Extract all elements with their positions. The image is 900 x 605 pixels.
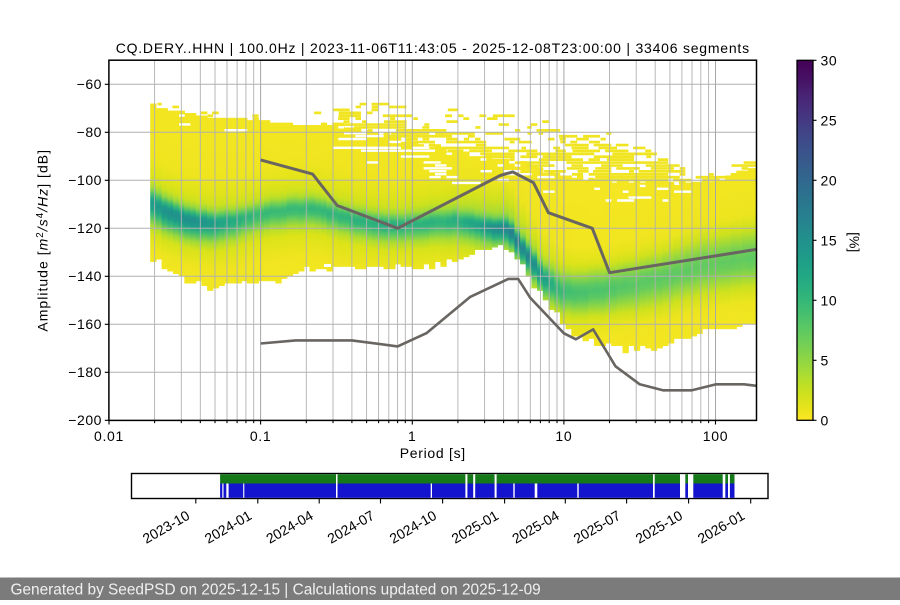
svg-text:5: 5 (821, 352, 829, 368)
svg-text:CQ.DERY..HHN | 100.0Hz | 2023-: CQ.DERY..HHN | 100.0Hz | 2023-11-06T11:4… (116, 40, 750, 56)
svg-text:10: 10 (821, 292, 838, 308)
svg-text:0.1: 0.1 (250, 428, 272, 444)
svg-text:[%]: [%] (847, 232, 863, 252)
svg-text:−200: −200 (68, 412, 102, 428)
svg-text:100: 100 (703, 428, 728, 444)
svg-text:25: 25 (821, 112, 838, 128)
svg-text:−120: −120 (68, 220, 102, 236)
svg-text:Period [s]: Period [s] (400, 445, 466, 461)
svg-text:1: 1 (408, 428, 417, 444)
svg-text:−60: −60 (77, 76, 102, 92)
svg-text:0.01: 0.01 (94, 428, 124, 444)
svg-text:−140: −140 (68, 268, 102, 284)
svg-text:−160: −160 (68, 316, 102, 332)
svg-text:0: 0 (821, 412, 829, 428)
svg-text:20: 20 (821, 172, 838, 188)
svg-text:Generated by SeedPSD on 2025-1: Generated by SeedPSD on 2025-12-15 | Cal… (11, 581, 541, 598)
svg-text:−80: −80 (77, 124, 102, 140)
svg-text:10: 10 (555, 428, 572, 444)
svg-text:−180: −180 (68, 364, 102, 380)
svg-text:−100: −100 (68, 172, 102, 188)
svg-text:30: 30 (821, 52, 838, 68)
svg-text:15: 15 (821, 232, 838, 248)
svg-text:Amplitude [m2/s4/Hz] [dB]: Amplitude [m2/s4/Hz] [dB] (35, 149, 51, 332)
